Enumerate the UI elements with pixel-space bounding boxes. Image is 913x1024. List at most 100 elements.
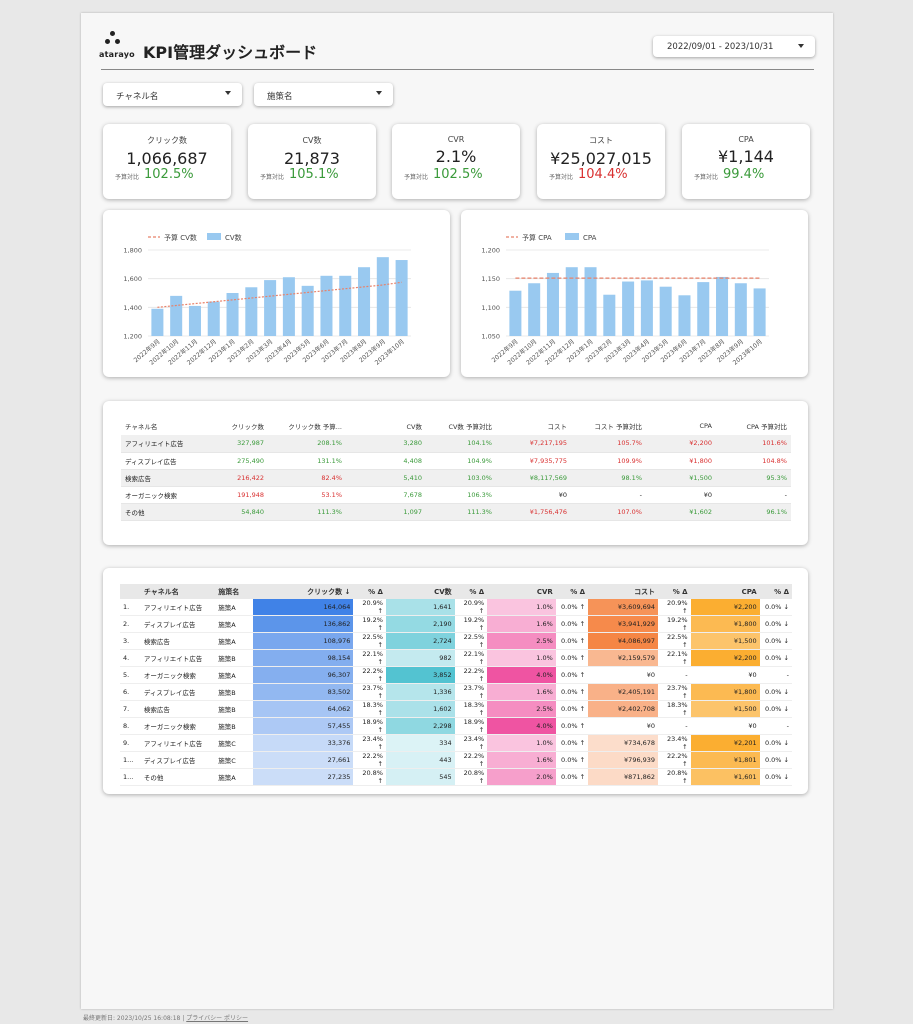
bar[interactable] — [603, 294, 616, 336]
table-row[interactable]: 7. 検索広告 施策B 64,062 18.3% ↑ 1,602 18.3% ↑ 2.5% 0.… — [120, 700, 792, 718]
column-header[interactable]: % Δ — [555, 584, 589, 599]
column-header[interactable]: 施策名 — [215, 584, 254, 599]
legend-label: CPA — [583, 234, 597, 242]
bar[interactable] — [640, 280, 653, 336]
bar[interactable] — [151, 308, 164, 336]
clicks-cell: 57,455 — [253, 717, 354, 735]
table-row[interactable]: 検索広告 216,422 82.4% 5,410 103.0% ¥8,117,569 98.… — [121, 469, 791, 487]
column-header[interactable]: % Δ — [759, 584, 792, 599]
cv-cell: 443 — [385, 751, 455, 769]
bar[interactable] — [358, 267, 371, 336]
legend-label: CV数 — [225, 233, 242, 242]
bar[interactable] — [753, 288, 766, 336]
privacy-policy-link[interactable]: プライバシー ポリシー — [186, 1015, 249, 1022]
table-row[interactable]: アフィリエイト広告 327,987 208.1% 3,280 104.1% ¥7,217,… — [121, 435, 791, 453]
bar[interactable] — [509, 290, 522, 336]
cvr-cell: 4.0% — [487, 666, 556, 684]
column-header[interactable]: CPA 予算対比 — [746, 423, 787, 431]
column-header[interactable]: コスト 予算対比 — [594, 423, 642, 431]
column-header[interactable]: CV数 — [406, 423, 423, 431]
table-row[interactable]: 5. オーガニック検索 施策A 96,307 22.2% ↑ 3,852 22.2% ↑ 4.… — [120, 666, 792, 684]
table-row[interactable]: その他 54,840 111.3% 1,097 111.3% ¥1,756,476 107.… — [121, 503, 791, 521]
cpa-cell: ¥2,201 — [690, 734, 760, 752]
delta-cell: 0.0% ↓ — [759, 734, 792, 752]
bar[interactable] — [716, 276, 729, 336]
delta-cell: 23.7% ↑ — [658, 683, 691, 701]
channel-name-cell: アフィリエイト広告 — [137, 599, 216, 616]
channel-filter-dropdown[interactable]: チャネル名 — [103, 83, 242, 106]
bar[interactable] — [320, 275, 333, 336]
bar[interactable] — [301, 285, 314, 336]
bar[interactable] — [584, 267, 597, 336]
y-tick-label: 1,050 — [481, 333, 500, 341]
column-header[interactable]: クリック数 — [231, 423, 265, 431]
column-header[interactable]: CPA — [699, 422, 713, 430]
table-row[interactable]: 2. ディスプレイ広告 施策A 136,862 19.2% ↑ 2,190 19.2% ↑ 1… — [120, 615, 792, 633]
kpi-percent: 104.4% — [578, 167, 628, 182]
campaign-detail-table: チャネル名 施策名 クリック数 ↓% Δ CV数% Δ CVR% Δ コスト% Δ CPA%… — [120, 584, 792, 786]
date-range-picker[interactable]: 2022/09/01 - 2023/10/31 — [653, 36, 815, 57]
table-row[interactable]: 8. オーガニック検索 施策B 57,455 18.9% ↑ 2,298 18.9% ↑ 4.… — [120, 717, 792, 735]
delta-cell: - — [658, 717, 691, 735]
column-header[interactable]: CVR — [487, 584, 556, 599]
table-row[interactable]: オーガニック検索 191,948 53.1% 7,678 106.3% ¥0- ¥0- — [121, 486, 791, 504]
bar[interactable] — [528, 283, 541, 336]
table-cell: 275,490 — [206, 452, 268, 470]
column-header[interactable]: % Δ — [454, 584, 488, 599]
column-header[interactable]: クリック数 予算... — [288, 423, 342, 431]
bar[interactable] — [282, 277, 295, 336]
table-cell: 104.8% — [716, 452, 791, 470]
column-header[interactable]: % Δ — [353, 584, 386, 599]
column-header[interactable]: コスト — [547, 423, 568, 431]
table-row[interactable]: 1... その他 施策A 27,235 20.8% ↑ 545 20.8% ↑ 2.0% 0.0… — [120, 768, 792, 786]
table-row[interactable]: 1. アフィリエイト広告 施策A 164,064 20.9% ↑ 1,641 20.9% ↑… — [120, 599, 792, 616]
table-row[interactable]: ディスプレイ広告 275,490 131.1% 4,408 104.9% ¥7,935,7… — [121, 452, 791, 470]
table-row[interactable]: 6. ディスプレイ広告 施策B 83,502 23.7% ↑ 1,336 23.7% ↑ 1.… — [120, 683, 792, 701]
column-header[interactable]: チャネル名 — [125, 423, 158, 431]
table-cell: 98.1% — [571, 469, 646, 487]
bar[interactable] — [339, 275, 352, 336]
column-header[interactable]: クリック数 ↓ — [253, 584, 354, 599]
column-header[interactable] — [120, 584, 138, 599]
bar[interactable] — [245, 287, 258, 336]
table-row[interactable]: 3. 検索広告 施策A 108,976 22.5% ↑ 2,724 22.5% ↑ 2.5% 0… — [120, 632, 792, 650]
cost-cell: ¥2,159,579 — [588, 649, 659, 667]
footer-separator: | — [182, 1015, 185, 1022]
row-number: 4. — [120, 649, 138, 667]
column-header[interactable]: CPA — [690, 584, 760, 599]
bar[interactable] — [376, 257, 389, 336]
bar[interactable] — [565, 267, 578, 336]
bar[interactable] — [546, 272, 559, 336]
bar[interactable] — [678, 295, 691, 336]
campaign-filter-dropdown[interactable]: 施策名 — [254, 83, 393, 106]
table-cell: 208.1% — [268, 435, 346, 453]
channel-summary-table: チャネル名 クリック数 クリック数 予算... CV数 CV数 予算対比 コスト コスト 予… — [121, 417, 791, 521]
table-cell: ¥1,800 — [646, 452, 716, 470]
bar[interactable] — [170, 295, 183, 336]
bar[interactable] — [207, 301, 220, 336]
column-header[interactable]: チャネル名 — [137, 584, 216, 599]
column-header[interactable]: コスト — [588, 584, 659, 599]
bar[interactable] — [395, 260, 408, 336]
delta-cell: 20.9% ↑ — [353, 599, 386, 616]
cvr-cell: 1.6% — [487, 751, 556, 769]
column-header[interactable]: % Δ — [658, 584, 691, 599]
bar[interactable] — [697, 282, 710, 336]
delta-cell: 22.2% ↑ — [454, 666, 488, 684]
column-header[interactable]: CV数 — [385, 584, 455, 599]
delta-cell: 18.3% ↑ — [454, 700, 488, 718]
bar[interactable] — [622, 281, 635, 336]
campaign-name-cell: 施策B — [215, 683, 254, 701]
delta-cell: 0.0% ↑ — [555, 666, 589, 684]
table-row[interactable]: 9. アフィリエイト広告 施策C 33,376 23.4% ↑ 334 23.4% ↑ 1.0… — [120, 734, 792, 752]
bar[interactable] — [734, 283, 747, 336]
table-row[interactable]: 1... ディスプレイ広告 施策C 27,661 22.2% ↑ 443 22.2% ↑ 1.… — [120, 751, 792, 769]
bar[interactable] — [188, 305, 201, 336]
bar[interactable] — [264, 280, 277, 336]
campaign-name-cell: 施策C — [215, 734, 254, 752]
bar[interactable] — [226, 293, 239, 336]
bar[interactable] — [659, 286, 672, 336]
table-row[interactable]: 4. アフィリエイト広告 施策B 98,154 22.1% ↑ 982 22.1% ↑ 1.0… — [120, 649, 792, 667]
legend-label: 予算 CPA — [522, 233, 552, 242]
column-header[interactable]: CV数 予算対比 — [448, 423, 492, 431]
